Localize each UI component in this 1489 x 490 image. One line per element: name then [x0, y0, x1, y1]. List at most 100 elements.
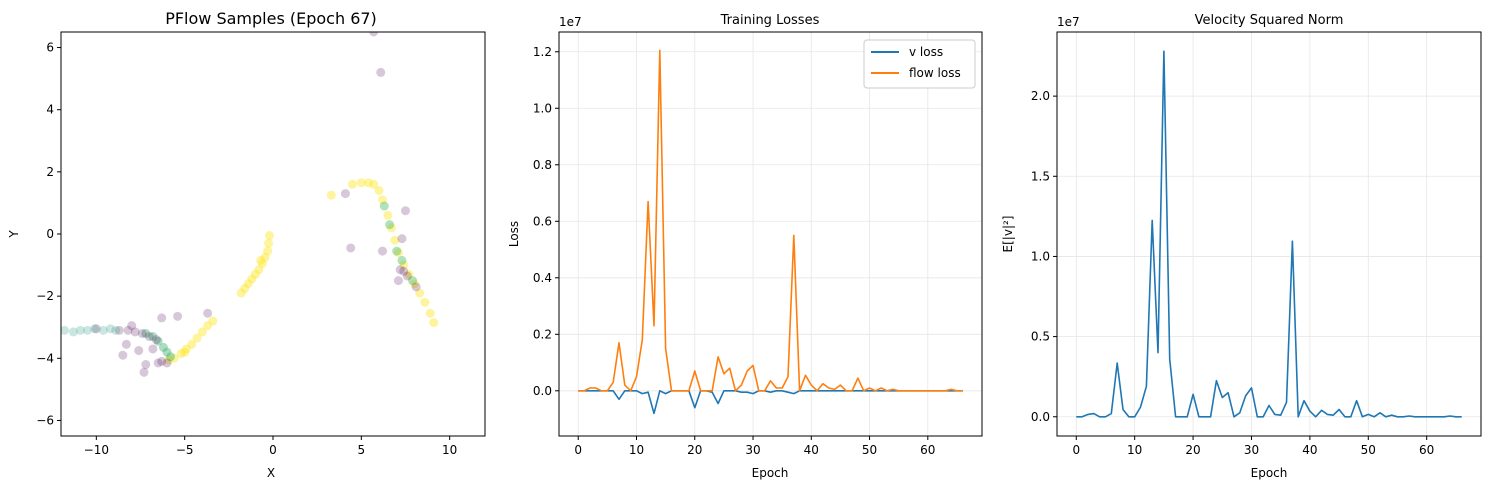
- scatter-point: [98, 325, 108, 335]
- y-tick-label: 0: [46, 227, 54, 241]
- y-tick-label: −2: [36, 289, 54, 303]
- scatter-point: [192, 333, 202, 343]
- scatter-point: [139, 367, 149, 377]
- scatter-point: [346, 243, 356, 253]
- y-tick-label: 0.6: [533, 214, 552, 228]
- scatter-point: [356, 178, 366, 188]
- scale-label: 1e7: [559, 15, 582, 29]
- scatter-point: [374, 185, 384, 195]
- scatter-point: [157, 313, 167, 323]
- y-tick-label: 0.0: [1031, 410, 1050, 424]
- scatter-point: [137, 328, 147, 338]
- x-tick-label: 30: [745, 443, 760, 457]
- scatter-point: [121, 339, 131, 349]
- scatter-point: [395, 265, 405, 275]
- scatter-point: [61, 325, 70, 335]
- scatter-point: [260, 252, 270, 262]
- scatter-point: [169, 353, 179, 363]
- scatter-point: [236, 288, 246, 298]
- scatter-point: [392, 246, 402, 256]
- x-tick-label: 5: [358, 443, 366, 457]
- scatter-point: [264, 231, 274, 241]
- scatter-point: [340, 189, 350, 199]
- x-tick-label: 60: [1419, 443, 1434, 457]
- scatter-point: [105, 324, 115, 334]
- scatter-point: [130, 327, 140, 337]
- scatter-point: [385, 220, 395, 230]
- x-tick-label: 40: [1302, 443, 1317, 457]
- y-axis-label: E[|v|²]: [1001, 216, 1015, 253]
- x-tick-label: 0: [269, 443, 277, 457]
- plot-frame: [558, 31, 983, 437]
- scatter-point: [397, 234, 407, 244]
- x-tick-label: 60: [920, 443, 935, 457]
- y-tick-label: 0.4: [533, 271, 552, 285]
- scatter-point: [376, 67, 386, 77]
- scatter-point: [141, 360, 151, 370]
- scatter-point: [401, 206, 410, 216]
- scatter-point: [118, 350, 128, 360]
- x-tick-label: 30: [1244, 443, 1259, 457]
- y-tick-label: 0.5: [1031, 330, 1050, 344]
- scatter-point: [111, 325, 121, 335]
- scatter-point: [197, 327, 207, 337]
- scatter-point: [256, 255, 266, 265]
- scatter-point: [404, 269, 414, 279]
- series-line-v-loss: [578, 390, 963, 415]
- scatter-point: [363, 178, 373, 188]
- y-tick-label: 1.2: [533, 45, 552, 59]
- scatter-point: [247, 274, 257, 284]
- scatter-layer: [61, 32, 439, 377]
- scatter-point: [399, 260, 409, 270]
- y-tick-label: 1.0: [1031, 249, 1050, 263]
- scatter-point: [263, 246, 273, 256]
- scatter-point: [420, 297, 430, 307]
- scatter-point: [144, 332, 154, 342]
- scatter-point: [114, 325, 124, 335]
- x-tick-label: 0: [574, 443, 582, 457]
- scatter-point: [390, 235, 400, 245]
- y-tick-label: −4: [36, 351, 54, 365]
- scatter-point: [162, 358, 172, 368]
- y-tick-label: 0.8: [533, 158, 552, 172]
- x-tick-label: −5: [176, 443, 194, 457]
- axis-ticks: 0 10 20 30 40 50 60 0.0 0.2 0.4 0.6 0.8 1.0 1.2: [533, 45, 936, 457]
- velocity-panel: Velocity Squared Norm 1e7 0 10 20 30 40 50 600…: [1001, 13, 1482, 480]
- scatter-point: [203, 321, 213, 331]
- scatter-point: [164, 355, 174, 365]
- scatter-point: [326, 190, 336, 200]
- scatter-points: [61, 32, 439, 377]
- panel-title: Velocity Squared Norm: [1195, 13, 1344, 28]
- plot-frame: [1056, 31, 1482, 437]
- x-tick-label: 50: [862, 443, 877, 457]
- legend-label-v-loss: v loss: [909, 45, 943, 59]
- scatter-point: [151, 335, 161, 345]
- scatter-point: [176, 349, 186, 359]
- scatter-point: [415, 288, 425, 298]
- axis-ticks: 0 10 20 30 40 50 60 0.0 0.5 1.0 1.5 2.0: [1031, 89, 1434, 457]
- scatter-point: [90, 324, 100, 334]
- scatter-point: [187, 339, 197, 349]
- axis-ticks: −10 −5 0 5 10 −6 −4 −2 0 2 4 6: [36, 41, 457, 457]
- scatter-point: [378, 195, 388, 205]
- series-lines: [1076, 50, 1462, 418]
- scatter-point: [134, 346, 144, 356]
- scatter-point: [141, 328, 151, 338]
- scatter-point: [264, 238, 274, 248]
- y-tick-label: 6: [46, 41, 54, 55]
- scatter-point: [158, 342, 168, 352]
- scatter-point: [148, 344, 158, 354]
- panel-title: PFlow Samples (Epoch 67): [165, 9, 377, 28]
- y-axis-label: Y: [7, 230, 21, 239]
- x-tick-label: 0: [1072, 443, 1080, 457]
- scatter-point: [180, 347, 190, 357]
- scatter-point: [399, 266, 409, 276]
- scatter-point: [383, 210, 393, 220]
- scatter-point: [425, 308, 435, 318]
- scatter-point: [397, 255, 407, 265]
- scatter-point: [91, 324, 101, 334]
- scatter-point: [393, 276, 403, 286]
- scatter-point: [162, 347, 172, 357]
- plot-frame: [60, 31, 486, 437]
